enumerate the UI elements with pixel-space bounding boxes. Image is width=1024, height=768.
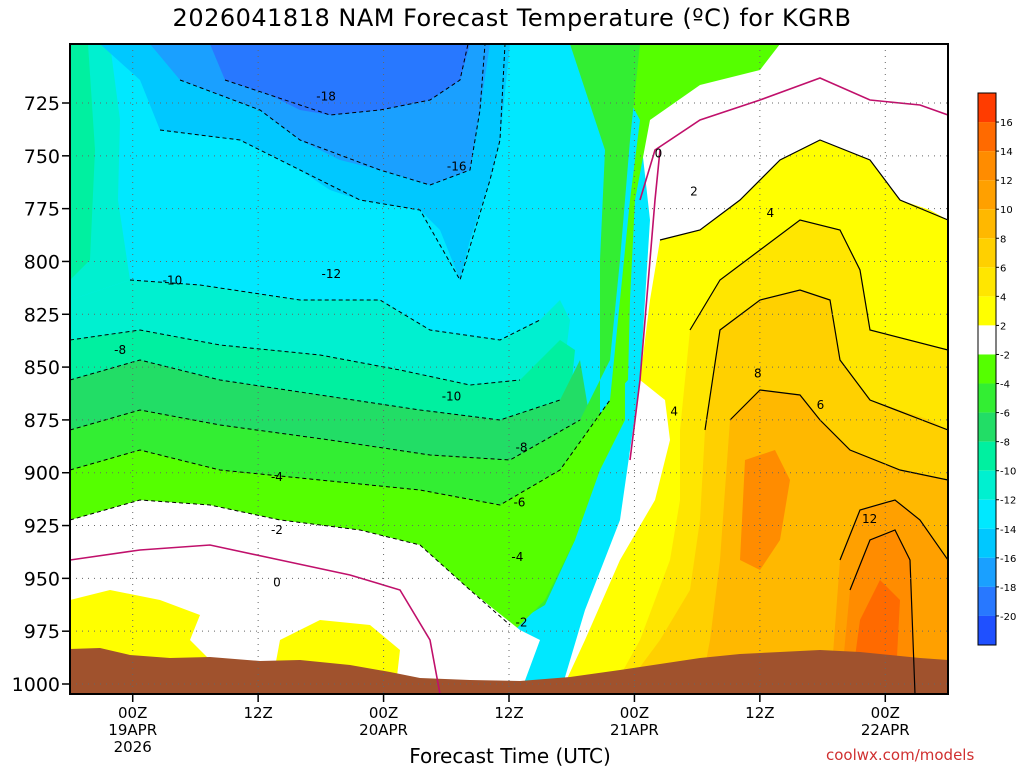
contour-lines: [70, 44, 948, 694]
y-tick-label: 750: [24, 146, 60, 168]
contour-label: -10: [163, 273, 183, 287]
colorbar-label: 2: [1000, 321, 1006, 332]
colorbar-label: -2: [1000, 350, 1010, 361]
contour-label: 8: [754, 366, 762, 380]
colorbar-label: -10: [1000, 467, 1016, 478]
contour-label: -10: [442, 390, 462, 404]
colorbar-swatch: [978, 325, 996, 355]
contour-labels: -18 -16 -12 -10 -10 -8 -8 -6 -4 -4 -2 -2 0 0 2 4 4 6 8 12: [114, 90, 877, 630]
colorbar-label: -12: [1000, 496, 1016, 507]
colorbar-label: -8: [1000, 438, 1010, 449]
y-tick-label: 850: [24, 357, 60, 379]
x-tick-label: 19APR: [108, 721, 157, 739]
colorbar-label: 16: [1000, 118, 1013, 129]
contour-label: -4: [271, 470, 283, 484]
contour-label: 12: [862, 512, 877, 526]
contour-label: -2: [271, 523, 283, 537]
contour-label: -4: [511, 550, 523, 564]
colorbar-label: -16: [1000, 554, 1016, 565]
y-tick-label: 875: [24, 410, 60, 432]
y-tick-label: 925: [24, 516, 60, 538]
colorbar-label: -14: [1000, 525, 1016, 536]
colorbar-label: -20: [1000, 612, 1016, 623]
colorbar-swatch: [978, 383, 996, 413]
colorbar-swatch: [978, 122, 996, 152]
colorbar-label: 12: [1000, 176, 1013, 187]
colorbar-swatch: [978, 586, 996, 616]
colorbar-swatch: [978, 93, 996, 123]
contour-label: 0: [273, 576, 281, 590]
contour-label: -18: [316, 90, 336, 104]
y-axis: 725 750 775 800 825 850 875 900 925 950 975 1000: [12, 93, 70, 696]
y-tick-label: 950: [24, 568, 60, 590]
colorbar-swatch: [978, 499, 996, 529]
colorbar-swatch: [978, 354, 996, 384]
colorbar-swatch: [978, 267, 996, 297]
x-tick-label: 00Z: [871, 704, 900, 722]
y-tick-label: 725: [24, 93, 60, 115]
contour-label: 6: [817, 398, 825, 412]
y-tick-label: 1000: [12, 674, 60, 696]
colorbar-swatch: [978, 557, 996, 587]
x-tick-label: 12Z: [243, 704, 272, 722]
credit-text: coolwx.com/models: [826, 746, 975, 764]
contour-label: -8: [516, 440, 528, 454]
y-tick-label: 775: [24, 199, 60, 221]
colorbar-swatch: [978, 412, 996, 442]
colorbar-swatch: [978, 209, 996, 239]
contour-label: -16: [447, 159, 467, 173]
colorbar-swatch: [978, 238, 996, 268]
colorbar-label: 6: [1000, 263, 1006, 274]
colorbar-swatch: [978, 470, 996, 500]
x-tick-label: 00Z: [118, 704, 147, 722]
grid-lines: [70, 44, 948, 694]
y-tick-label: 825: [24, 304, 60, 326]
x-tick-label: 2026: [114, 738, 152, 756]
contour-label: -2: [516, 616, 528, 630]
contour-label: 2: [690, 185, 698, 199]
x-tick-label: 12Z: [745, 704, 774, 722]
y-tick-label: 900: [24, 463, 60, 485]
colorbar-label: 10: [1000, 205, 1013, 216]
colorbar-frame: [977, 92, 997, 646]
contour-fill: [70, 44, 948, 694]
colorbar: 16 14 12 10 8 6 4 2 -2 -4 -6 -8 -10 -12 -14 -16 -18 -20: [977, 92, 1016, 646]
colorbar-swatch: [978, 528, 996, 558]
colorbar-label: 4: [1000, 292, 1006, 303]
chart-title: 2026041818 NAM Forecast Temperature (ºC)…: [172, 4, 852, 32]
y-tick-label: 975: [24, 621, 60, 643]
contour-label: -12: [322, 267, 342, 281]
colorbar-swatch: [978, 441, 996, 471]
colorbar-swatch: [978, 296, 996, 326]
colorbar-label: 14: [1000, 147, 1013, 158]
contour-label: 4: [670, 404, 678, 418]
contour-label: 4: [766, 206, 774, 220]
x-axis-label: Forecast Time (UTC): [409, 744, 611, 768]
x-tick-label: 12Z: [494, 704, 523, 722]
colorbar-label: -6: [1000, 409, 1010, 420]
contour-label: 0: [655, 147, 663, 161]
y-tick-label: 800: [24, 251, 60, 273]
x-tick-label: 00Z: [369, 704, 398, 722]
x-tick-label: 21APR: [610, 721, 659, 739]
colorbar-swatch: [978, 151, 996, 181]
colorbar-swatch: [978, 180, 996, 210]
colorbar-label: -18: [1000, 583, 1016, 594]
contour-label: -6: [513, 495, 525, 509]
contour-label: -8: [114, 343, 126, 357]
x-tick-label: 22APR: [861, 721, 910, 739]
colorbar-label: 8: [1000, 234, 1006, 245]
x-tick-label: 00Z: [620, 704, 649, 722]
colorbar-swatch: [978, 615, 996, 645]
x-tick-label: 20APR: [359, 721, 408, 739]
colorbar-label: -4: [1000, 380, 1010, 391]
